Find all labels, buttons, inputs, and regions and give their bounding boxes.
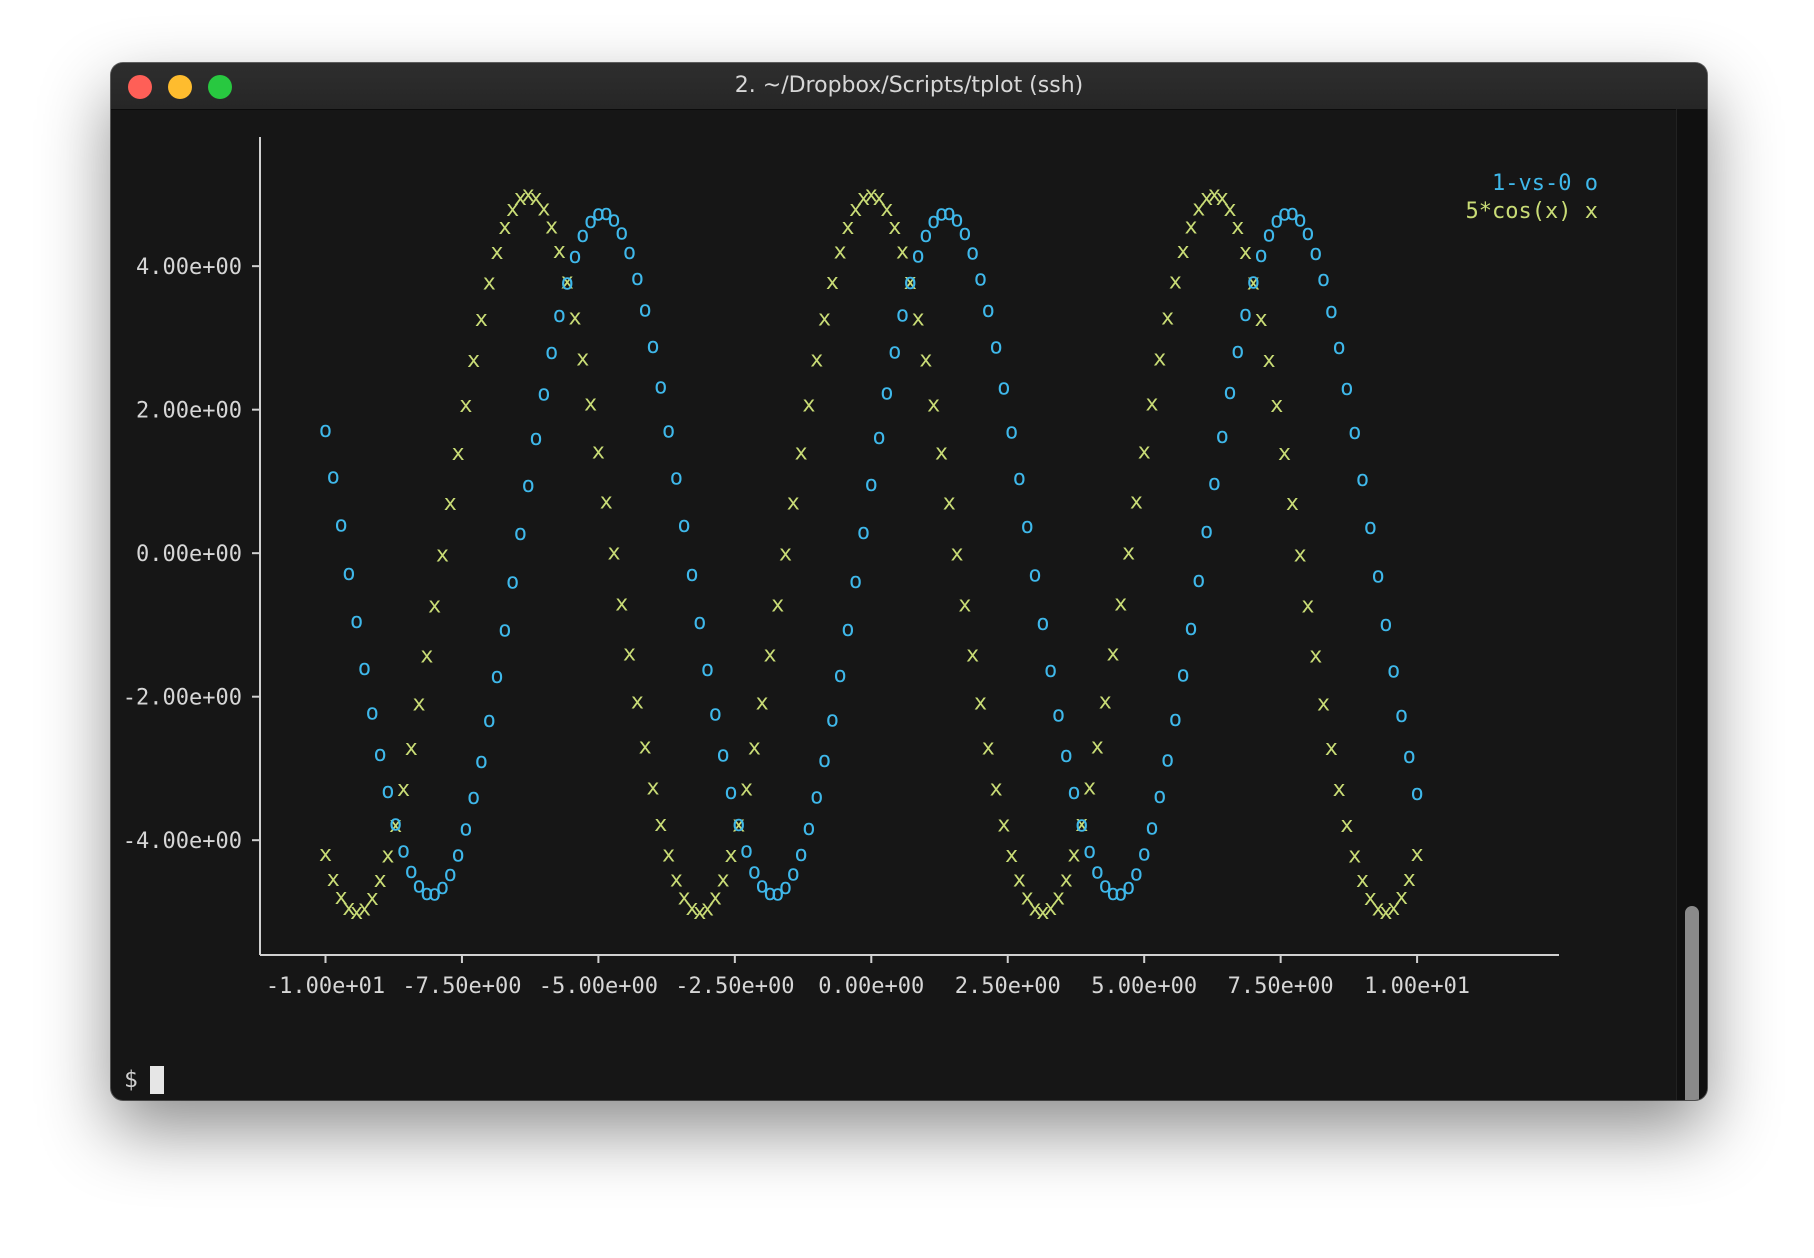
text-cursor — [150, 1066, 164, 1094]
terminal-window: 2. ~/Dropbox/Scripts/tplot (ssh) $ — [111, 63, 1707, 1100]
scrollbar[interactable] — [1676, 109, 1707, 1100]
zoom-button[interactable] — [208, 75, 232, 99]
minimize-button[interactable] — [168, 75, 192, 99]
close-button[interactable] — [128, 75, 152, 99]
title-bar: 2. ~/Dropbox/Scripts/tplot (ssh) — [111, 63, 1707, 110]
scrollbar-thumb[interactable] — [1685, 906, 1699, 1100]
window-title: 2. ~/Dropbox/Scripts/tplot (ssh) — [734, 73, 1084, 98]
shell-prompt: $ — [124, 1067, 138, 1093]
